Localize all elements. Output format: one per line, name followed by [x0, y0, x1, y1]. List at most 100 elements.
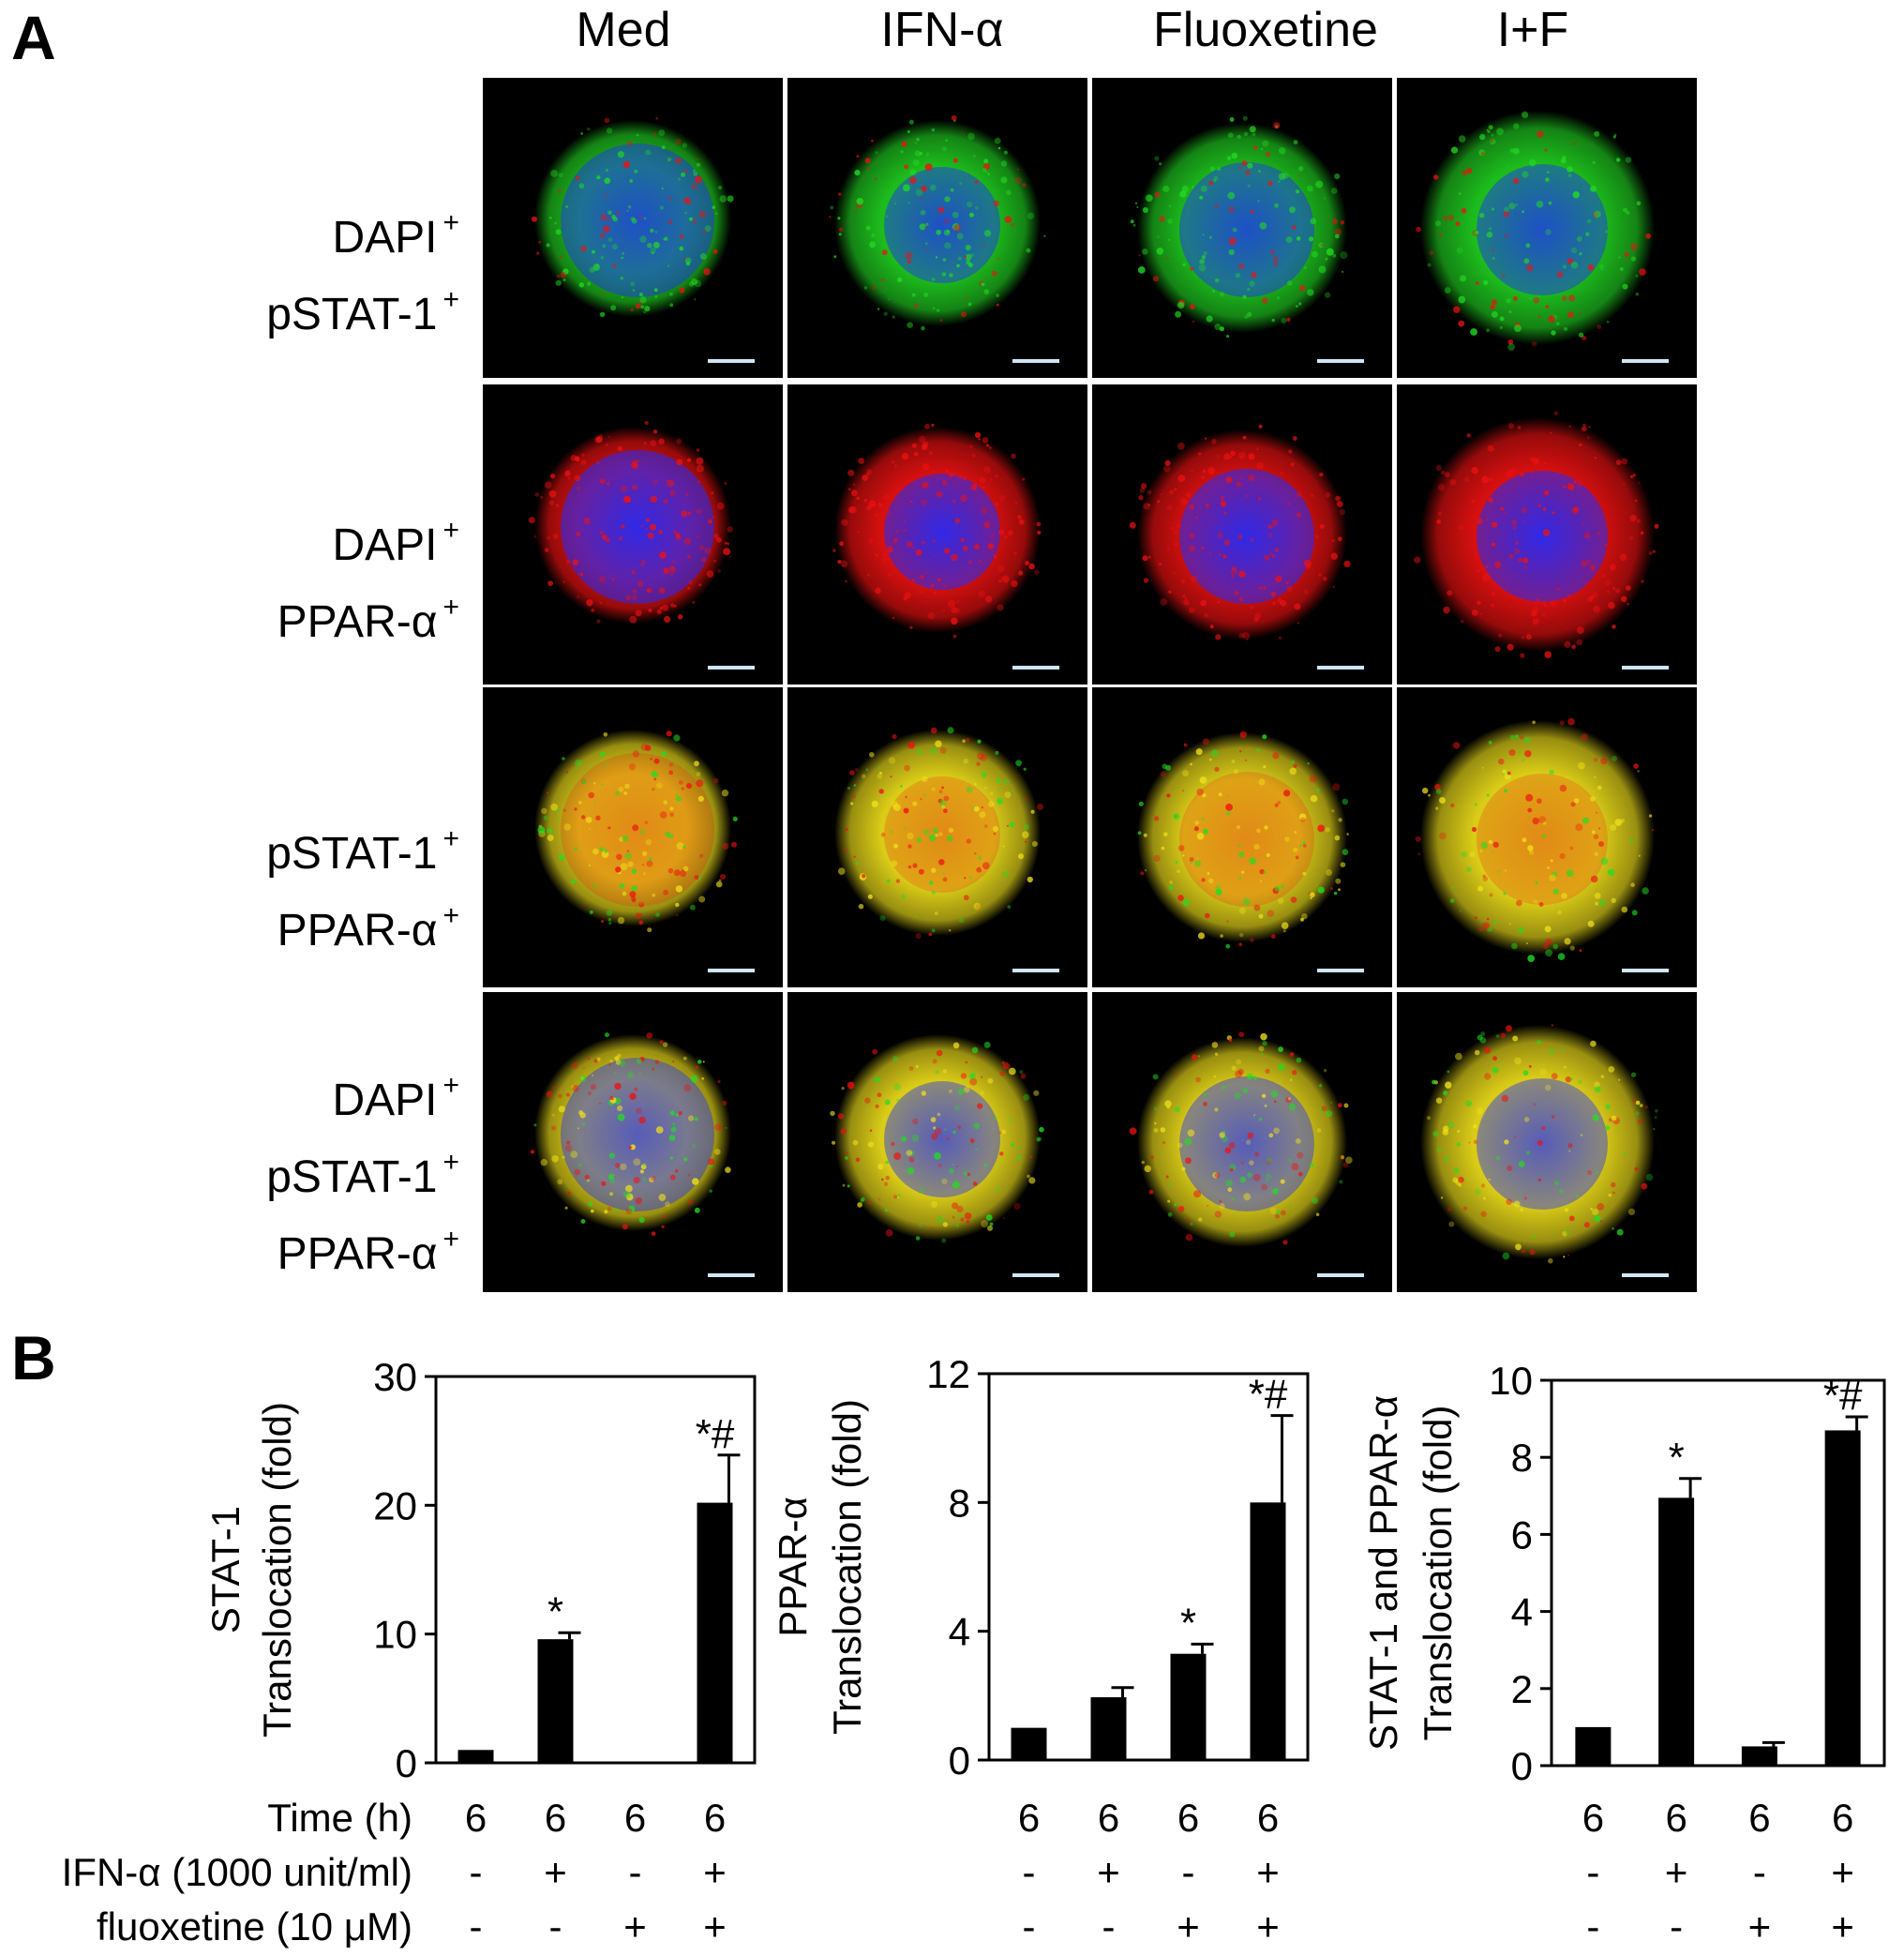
table-cell-time-chart1-col4: 6	[703, 1796, 727, 1840]
table-cell-time-chart3-col4: 6	[1831, 1796, 1854, 1840]
chart-1-bar-2	[537, 1639, 574, 1763]
chart-2-ytick-label: 12	[926, 1352, 970, 1396]
table-cell-time-chart2-col3: 6	[1177, 1796, 1200, 1840]
chart-1-bar-3	[617, 1761, 653, 1764]
table-cell-ifn-chart3-col4: +	[1831, 1850, 1854, 1894]
column-header-i-plus-f: I+F	[1496, 3, 1569, 57]
chart-2-bar-2	[1090, 1697, 1127, 1760]
table-cell-ifn-chart1-col1: -	[469, 1850, 483, 1894]
panel-a-letter: A	[11, 3, 56, 72]
micrograph-r4-c3	[1092, 992, 1392, 1292]
chart-3-ylabel: STAT-1 and PPAR-α	[1361, 1395, 1405, 1751]
chart-3-ytick-label: 10	[1489, 1359, 1533, 1403]
cell-nucleus	[884, 474, 1000, 590]
micrograph-r2-c3	[1092, 384, 1392, 685]
cell-nucleus	[1179, 1076, 1314, 1211]
panel-b-letter: B	[11, 1323, 56, 1392]
table-label-ifn: IFN-α (1000 unit/ml)	[61, 1850, 412, 1894]
table-cell-fluox-chart2-col1: -	[1022, 1904, 1036, 1948]
cell-nucleus	[561, 1058, 714, 1211]
micrograph-r2-c4	[1397, 384, 1697, 685]
chart-1-ylabel: STAT-1	[203, 1506, 247, 1633]
table-cell-time-chart1-col2: 6	[544, 1796, 567, 1840]
chart-1-bar-4	[697, 1502, 733, 1763]
micrograph-r4-c2	[787, 992, 1087, 1292]
chart-1-ytick-label: 20	[373, 1483, 417, 1527]
micrograph-r3-c3	[1092, 687, 1392, 987]
table-cell-time-chart3-col3: 6	[1748, 1796, 1771, 1840]
chart-3-significance-2: *	[1669, 1435, 1685, 1481]
table-cell-fluox-chart1-col4: +	[703, 1904, 727, 1948]
chart-2-ytick-label: 4	[949, 1610, 970, 1654]
table-cell-time-chart1-col1: 6	[464, 1796, 487, 1840]
cell-nucleus	[1477, 471, 1608, 602]
table-cell-ifn-chart3-col1: -	[1586, 1850, 1600, 1894]
chart-2-bar-4	[1250, 1502, 1286, 1760]
cell-nucleus	[1477, 774, 1608, 905]
micrograph-r4-c4	[1397, 992, 1697, 1292]
cell-nucleus	[884, 167, 1000, 283]
micrograph-r2-c2	[787, 384, 1087, 685]
micrograph-r3-c4	[1397, 687, 1697, 987]
table-cell-ifn-chart2-col1: -	[1022, 1850, 1036, 1894]
micrograph-r1-c4	[1397, 78, 1697, 378]
chart-2-significance-3: *	[1180, 1600, 1196, 1646]
chart-3-ylabel: Translocation (fold)	[1416, 1406, 1460, 1741]
table-cell-fluox-chart3-col4: +	[1831, 1904, 1854, 1948]
micrograph-r3-c2	[787, 687, 1087, 987]
table-cell-time-chart3-col1: 6	[1582, 1796, 1605, 1840]
micrograph-r1-c3	[1092, 78, 1392, 378]
column-header-fluoxetine: Fluoxetine	[1153, 3, 1378, 57]
micrograph-r3-c1	[483, 687, 783, 987]
row-label-dapi-ppar: DAPI + PPAR-α +	[277, 515, 459, 647]
micrograph-r1-c2	[787, 78, 1087, 378]
table-cell-ifn-chart1-col2: +	[544, 1850, 567, 1894]
chart-3-bar-2	[1658, 1497, 1695, 1766]
chart-3-ytick-label: 6	[1511, 1512, 1533, 1557]
chart-1-ylabel: Translocation (fold)	[255, 1402, 299, 1738]
chart-2-frame	[987, 1372, 1310, 1762]
table-cell-ifn-chart3-col3: -	[1752, 1850, 1766, 1894]
cell-nucleus	[1179, 772, 1314, 907]
chart-1-significance-2: *	[547, 1588, 563, 1634]
chart-3-ytick-label: 2	[1511, 1667, 1533, 1711]
table-cell-ifn-chart1-col4: +	[703, 1850, 727, 1894]
table-cell-fluox-chart1-col1: -	[469, 1904, 483, 1948]
chart-2-bar-3	[1170, 1653, 1207, 1760]
chart-2-ylabel: PPAR-α	[771, 1497, 815, 1637]
table-label-fluoxetine: fluoxetine (10 μM)	[96, 1904, 412, 1948]
table-cell-fluox-chart1-col3: +	[623, 1904, 647, 1948]
chart-1-significance-4: *#	[696, 1411, 735, 1457]
cell-nucleus	[1179, 469, 1314, 604]
micrograph-grid	[483, 78, 1697, 1292]
table-cell-time-chart2-col4: 6	[1256, 1796, 1280, 1840]
row-label-pstat1-ppar: pSTAT-1 + PPAR-α +	[266, 823, 459, 955]
micrograph-r1-c1	[483, 78, 783, 378]
table-cell-fluox-chart2-col4: +	[1256, 1904, 1280, 1948]
cell-nucleus	[1179, 162, 1314, 297]
cell-nucleus	[1477, 164, 1608, 295]
table-cell-fluox-chart2-col2: -	[1102, 1904, 1116, 1948]
chart-3-significance-4: *#	[1823, 1373, 1863, 1419]
table-cell-fluox-chart3-col1: -	[1586, 1904, 1600, 1948]
chart-1-frame	[434, 1375, 757, 1765]
chart-2-bar-1	[1011, 1727, 1047, 1760]
column-header-ifn: IFN-α	[880, 3, 1004, 57]
chart-2-ylabel: Translocation (fold)	[825, 1399, 869, 1735]
chart-3-bar-3	[1741, 1746, 1777, 1766]
chart-2-ytick-label: 8	[949, 1481, 970, 1525]
chart-2-ytick-label: 0	[949, 1738, 970, 1782]
chart-1-ytick-label: 0	[396, 1741, 417, 1782]
row-label-dapi-pstat1-ppar: DAPI + pSTAT-1 + PPAR-α +	[266, 1070, 459, 1279]
table-cell-ifn-chart3-col2: +	[1664, 1850, 1688, 1894]
table-cell-time-chart1-col3: 6	[623, 1796, 647, 1840]
chart-1-ytick-label: 10	[373, 1613, 417, 1657]
table-cell-ifn-chart2-col2: +	[1097, 1850, 1120, 1894]
table-cell-fluox-chart3-col2: -	[1670, 1904, 1684, 1948]
chart-2-significance-4: *#	[1249, 1372, 1288, 1418]
chart-3-ytick-label: 4	[1511, 1590, 1533, 1634]
table-cell-ifn-chart2-col3: -	[1181, 1850, 1195, 1894]
chart-1-bar-1	[457, 1750, 494, 1763]
micrograph-r2-c1	[483, 384, 783, 685]
